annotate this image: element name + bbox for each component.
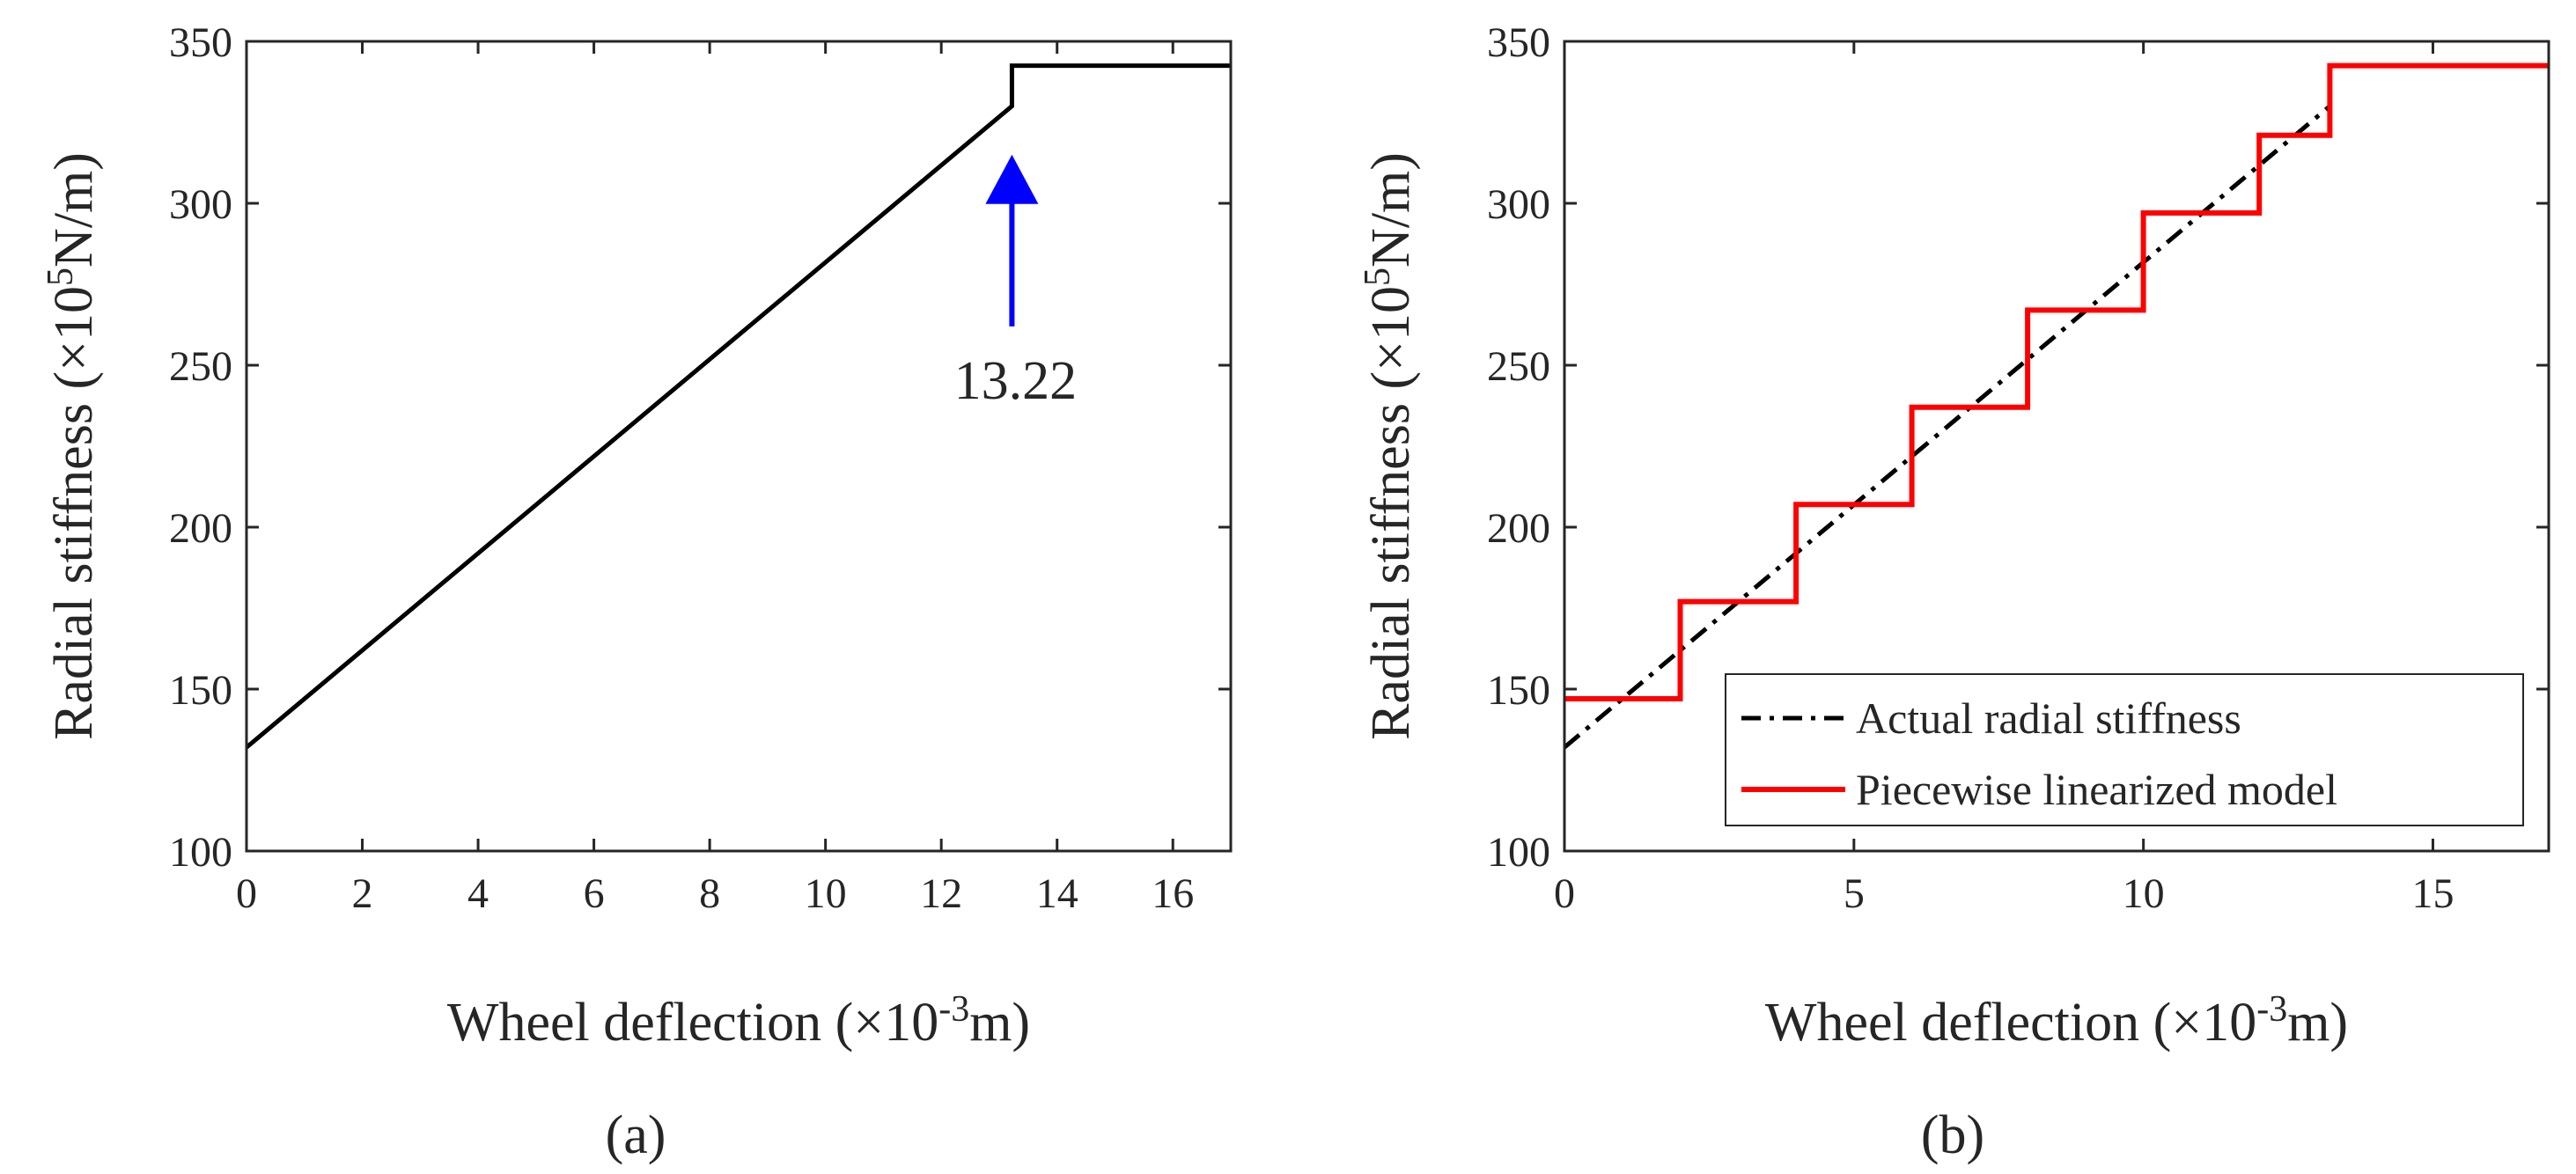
series-layer-a xyxy=(247,63,1231,750)
y-tick-label: 300 xyxy=(169,181,232,228)
x-tick-label: 12 xyxy=(920,870,962,917)
y-tick-label: 100 xyxy=(169,829,232,876)
chart-panel-b: 0 5 10 15 100 150 200 250 300 350 Actual radial … xyxy=(1358,19,2550,1165)
x-axis-label-a: Wheel deflection (×10-3m) xyxy=(447,989,1030,1053)
series-layer-b xyxy=(1564,62,2549,750)
x-ticks-a: 0 2 4 6 8 10 12 14 16 xyxy=(236,41,1194,917)
x-tick-label: 4 xyxy=(467,870,489,917)
y-tick-label: 100 xyxy=(1487,829,1550,876)
x-axis-label-b: Wheel deflection (×10-3m) xyxy=(1765,989,2348,1053)
panel-label-a: (a) xyxy=(606,1105,666,1165)
legend-b: Actual radial stiffness Piecewise linear… xyxy=(1725,673,2524,826)
legend-box xyxy=(1725,673,2524,826)
y-ticks-a: 100 150 200 250 300 350 xyxy=(169,19,1231,876)
x-tick-label: 10 xyxy=(805,870,847,917)
panel-label-b: (b) xyxy=(1921,1105,1984,1165)
series-line-radial-stiffness xyxy=(247,63,1231,750)
x-tick-label: 2 xyxy=(352,870,373,917)
x-tick-label: 5 xyxy=(1844,870,1865,917)
axes-frame-b xyxy=(1563,40,2550,853)
y-tick-label: 150 xyxy=(1487,667,1550,714)
annotation-layer-a xyxy=(985,154,1039,327)
x-tick-label: 15 xyxy=(2411,870,2454,917)
x-tick-label: 0 xyxy=(1554,870,1575,917)
y-tick-label: 350 xyxy=(1487,19,1550,66)
y-tick-label: 300 xyxy=(1487,181,1550,228)
y-axis-label-a: Radial stiffness (×105N/m) xyxy=(40,152,104,740)
series-line-piecewise-linearized-model xyxy=(1564,62,2549,701)
chart-panel-a: 0 2 4 6 8 10 12 14 16 100 150 200 250 300 350 13.22 W… xyxy=(40,19,1233,1165)
annotation-arrow-head xyxy=(985,154,1039,204)
annotation-label-a: 13.22 xyxy=(954,351,1078,411)
x-tick-label: 6 xyxy=(584,870,605,917)
x-ticks-b: 0 5 10 15 xyxy=(1554,41,2454,917)
y-axis-label-b: Radial stiffness (×105N/m) xyxy=(1358,152,1421,740)
legend-label-piecewise: Piecewise linearized model xyxy=(1856,765,2337,814)
y-tick-label: 350 xyxy=(169,19,232,66)
y-tick-label: 200 xyxy=(1487,505,1550,552)
y-tick-label: 200 xyxy=(169,505,232,552)
y-tick-label: 250 xyxy=(169,343,232,390)
x-tick-label: 10 xyxy=(2123,870,2165,917)
legend-label-actual: Actual radial stiffness xyxy=(1856,693,2241,743)
x-tick-label: 0 xyxy=(236,870,257,917)
y-tick-label: 250 xyxy=(1487,343,1550,390)
axes-frame-a xyxy=(245,40,1233,853)
x-tick-label: 14 xyxy=(1036,870,1078,917)
x-tick-label: 8 xyxy=(699,870,720,917)
x-tick-label: 16 xyxy=(1152,870,1194,917)
y-tick-label: 150 xyxy=(169,667,232,714)
y-ticks-b: 100 150 200 250 300 350 xyxy=(1487,19,2549,876)
